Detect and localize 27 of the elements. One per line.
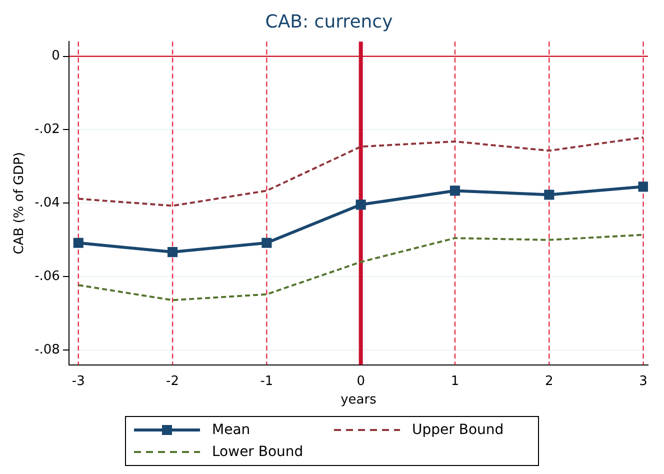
x-tick-label: -3	[72, 374, 85, 389]
point	[167, 247, 178, 258]
x-tick-label: -1	[260, 374, 274, 389]
chart-title: CAB: currency	[265, 11, 394, 32]
line-series	[77, 234, 644, 302]
legend-label: Lower Bound	[212, 444, 304, 460]
point	[356, 200, 366, 210]
point	[450, 186, 460, 196]
y-tick-label: -.08	[34, 342, 60, 358]
line-series	[77, 136, 644, 207]
point	[73, 238, 84, 248]
y-tick-label: -.04	[34, 196, 60, 211]
x-tick-label: 3	[639, 374, 648, 389]
y-tick-label: -.02	[34, 122, 60, 138]
x-tick-label: -2	[166, 374, 180, 389]
y-tick-label: 0	[52, 48, 60, 64]
legend-label: Mean	[212, 422, 250, 438]
x-tick-label: 0	[356, 374, 365, 389]
point	[638, 182, 648, 192]
legend-label: Upper Bound	[412, 422, 504, 438]
x-tick-label: 1	[450, 374, 460, 389]
x-tick-label: 2	[545, 374, 554, 389]
point	[262, 238, 272, 248]
x-axis-title: years	[340, 392, 377, 408]
y-axis-title: CAB (% of GDP)	[12, 152, 28, 254]
point	[544, 190, 554, 200]
y-tick-label: -.06	[34, 269, 60, 284]
